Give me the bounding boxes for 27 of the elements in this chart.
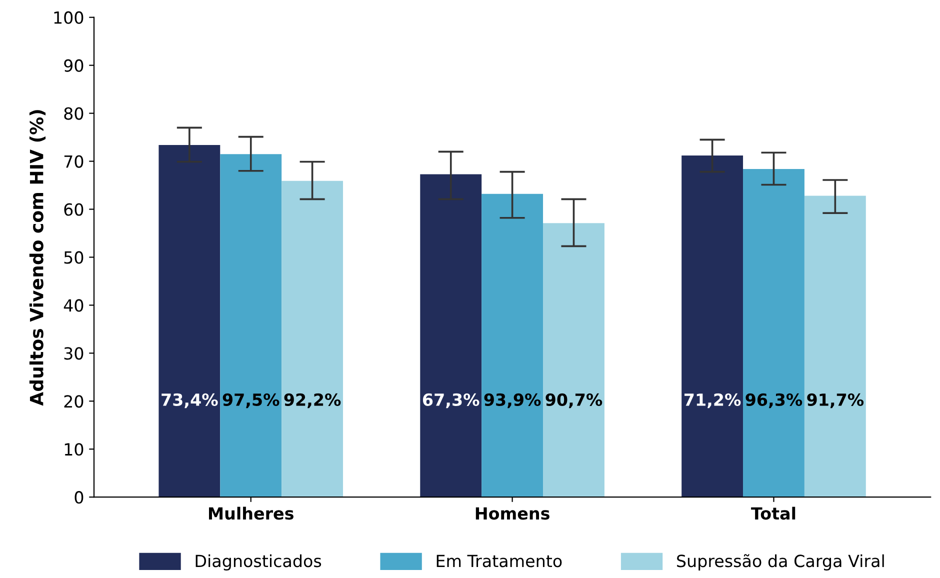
y-tick-label: 40 (64, 299, 84, 312)
annotation: 97,5% (222, 393, 280, 408)
annotation: 92,2% (284, 393, 341, 408)
data-label: 71,2% (684, 393, 741, 408)
y-tick-label: 10 (64, 443, 84, 456)
annotation: 93,9% (484, 393, 541, 408)
y-tick-label: 90 (64, 59, 84, 72)
y-tick-label: 50 (64, 251, 84, 264)
annotation: 91,7% (807, 393, 864, 408)
y-tick-label: 60 (64, 203, 84, 216)
legend-label: Diagnosticados (196, 554, 322, 570)
y-tick-label: 100 (54, 11, 84, 24)
annotation: 90,7% (546, 393, 602, 408)
annotation: 96,3% (746, 393, 802, 408)
x-tick-label: Homens (476, 507, 550, 520)
data-label: 67,3% (422, 393, 480, 408)
y-tick-label: 30 (64, 347, 84, 360)
y-tick-label: 80 (64, 107, 84, 120)
y-axis-title: Adultos Vivendo com HIV (%) (29, 110, 46, 406)
legend-label: Em Tratamento (436, 554, 562, 568)
y-tick-label: 0 (74, 491, 84, 504)
x-tick-label: Mulheres (209, 506, 294, 520)
y-tick-label: 70 (64, 155, 84, 168)
y-tick-label: 20 (64, 395, 84, 408)
legend-label: Supressão da Carga Viral (677, 554, 884, 570)
x-tick-label: Total (751, 506, 796, 520)
data-label: 73,4% (162, 393, 218, 408)
